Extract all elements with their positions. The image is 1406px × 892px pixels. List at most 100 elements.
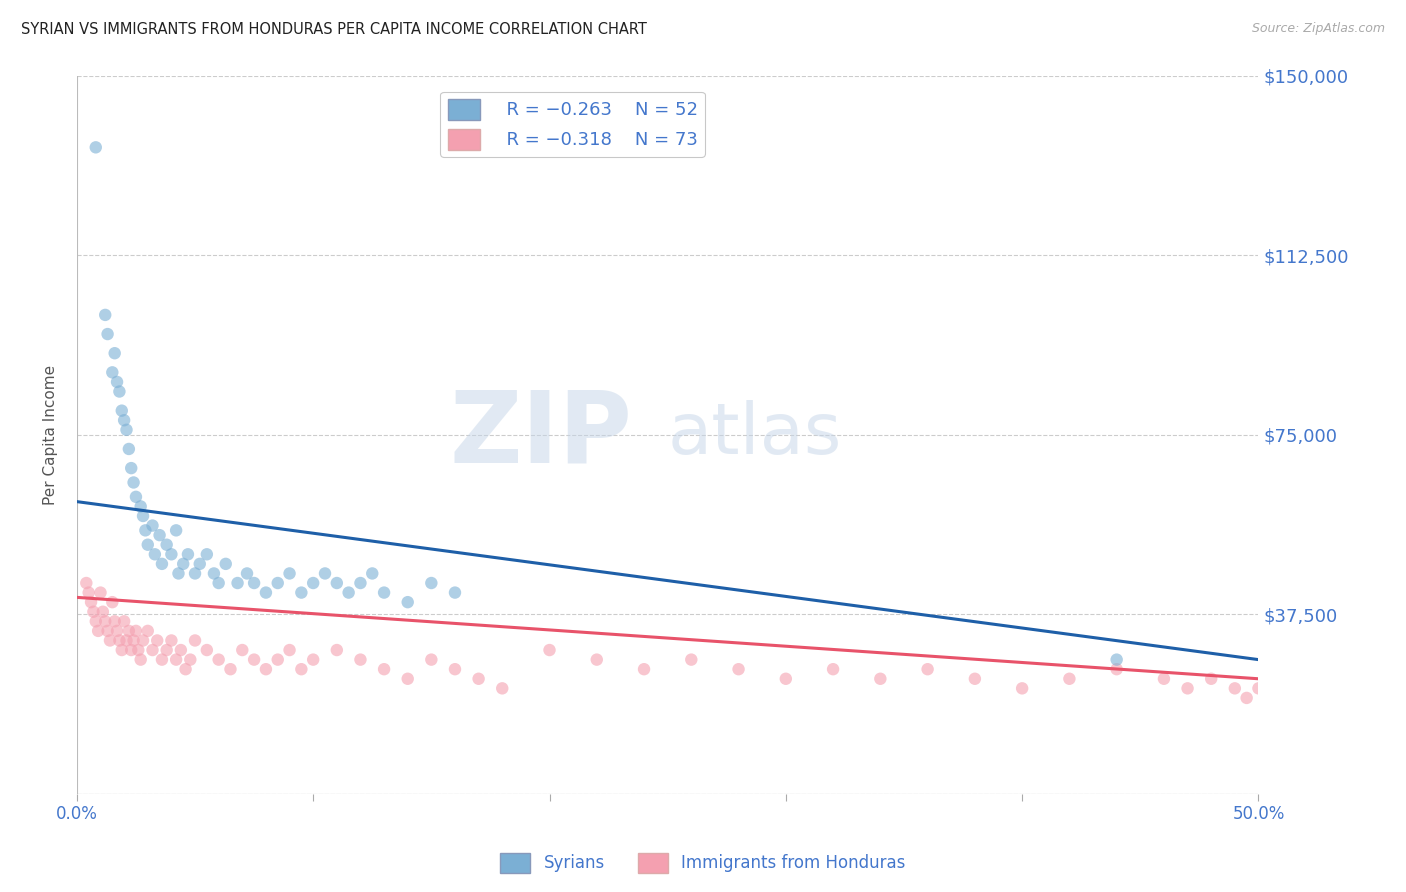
Point: [314, 566, 336, 581]
Point: [91, 605, 114, 619]
Point: [373, 585, 395, 599]
Point: [361, 566, 384, 581]
Point: [195, 643, 218, 657]
Point: [1236, 690, 1258, 705]
Point: [170, 643, 193, 657]
Point: [104, 615, 127, 629]
Point: [373, 662, 395, 676]
Point: [396, 672, 419, 686]
Point: [108, 384, 131, 399]
Point: [122, 475, 145, 490]
Point: [165, 652, 187, 666]
Point: [160, 547, 183, 561]
Point: [136, 538, 159, 552]
Point: [149, 528, 172, 542]
Point: [146, 633, 169, 648]
Point: [444, 585, 467, 599]
Point: [132, 633, 155, 648]
Point: [101, 365, 124, 379]
Point: [82, 605, 104, 619]
Point: [105, 624, 128, 638]
Point: [963, 672, 986, 686]
Point: [160, 633, 183, 648]
Point: [94, 615, 117, 629]
Point: [1199, 672, 1222, 686]
Point: [105, 375, 128, 389]
Point: [97, 624, 120, 638]
Point: [195, 547, 218, 561]
Point: [226, 576, 249, 591]
Point: [184, 633, 207, 648]
Point: [208, 652, 231, 666]
Point: [326, 643, 349, 657]
Point: [538, 643, 561, 657]
Point: [120, 643, 142, 657]
Point: [219, 662, 242, 676]
Point: [231, 643, 253, 657]
Point: [143, 547, 166, 561]
Point: [1247, 681, 1270, 696]
Point: [111, 643, 134, 657]
Point: [1011, 681, 1033, 696]
Point: [156, 538, 179, 552]
Point: [290, 662, 312, 676]
Point: [77, 585, 100, 599]
Point: [1059, 672, 1081, 686]
Point: [215, 557, 238, 571]
Point: [111, 403, 134, 417]
Point: [243, 576, 266, 591]
Point: [108, 633, 131, 648]
Legend: Syrians, Immigrants from Honduras: Syrians, Immigrants from Honduras: [494, 847, 912, 880]
Point: [1223, 681, 1246, 696]
Point: [202, 566, 225, 581]
Point: [208, 576, 231, 591]
Point: [125, 490, 148, 504]
Point: [823, 662, 845, 676]
Point: [89, 585, 111, 599]
Point: [101, 595, 124, 609]
Point: [444, 662, 467, 676]
Point: [278, 643, 301, 657]
Point: [243, 652, 266, 666]
Point: [302, 576, 325, 591]
Point: [585, 652, 607, 666]
Point: [349, 576, 371, 591]
Point: [184, 566, 207, 581]
Point: [349, 652, 371, 666]
Point: [136, 624, 159, 638]
Point: [188, 557, 211, 571]
Text: Source: ZipAtlas.com: Source: ZipAtlas.com: [1251, 22, 1385, 36]
Point: [129, 652, 152, 666]
Point: [267, 652, 290, 666]
Point: [84, 615, 107, 629]
Point: [141, 643, 163, 657]
Y-axis label: Per Capita Income: Per Capita Income: [44, 365, 58, 505]
Point: [150, 652, 173, 666]
Point: [165, 524, 187, 538]
Text: atlas: atlas: [668, 401, 842, 469]
Point: [98, 633, 121, 648]
Point: [156, 643, 179, 657]
Point: [118, 624, 141, 638]
Point: [420, 576, 443, 591]
Point: [104, 346, 127, 360]
Point: [396, 595, 419, 609]
Point: [115, 423, 138, 437]
Point: [727, 662, 749, 676]
Point: [326, 576, 349, 591]
Point: [775, 672, 797, 686]
Point: [172, 557, 194, 571]
Point: [125, 624, 148, 638]
Point: [141, 518, 163, 533]
Point: [1177, 681, 1199, 696]
Point: [917, 662, 939, 676]
Point: [129, 500, 152, 514]
Point: [1105, 652, 1128, 666]
Point: [337, 585, 360, 599]
Point: [112, 413, 135, 427]
Point: [150, 557, 173, 571]
Point: [120, 461, 142, 475]
Point: [1105, 662, 1128, 676]
Point: [179, 652, 201, 666]
Point: [122, 633, 145, 648]
